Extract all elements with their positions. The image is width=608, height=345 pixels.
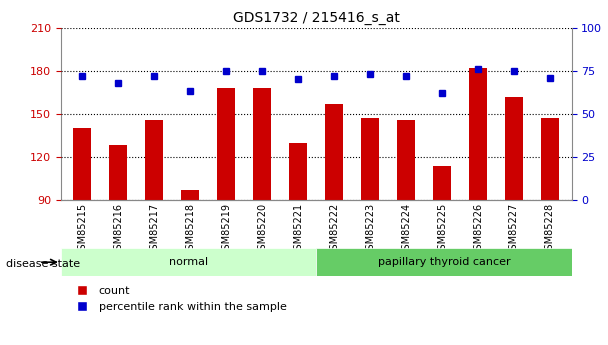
- Bar: [505, 97, 523, 200]
- Text: GSM85224: GSM85224: [401, 203, 411, 256]
- Text: disease state: disease state: [6, 259, 80, 269]
- Bar: [325, 104, 343, 200]
- Text: GSM85227: GSM85227: [509, 203, 519, 256]
- Bar: [181, 190, 199, 200]
- Text: GSM85221: GSM85221: [293, 203, 303, 256]
- Text: GSM85218: GSM85218: [185, 203, 195, 256]
- Bar: [74, 128, 91, 200]
- Text: normal: normal: [169, 257, 208, 267]
- Bar: [397, 120, 415, 200]
- Text: GSM85216: GSM85216: [113, 203, 123, 256]
- Legend: count, percentile rank within the sample: count, percentile rank within the sample: [66, 282, 291, 316]
- Bar: [541, 118, 559, 200]
- Text: GSM85217: GSM85217: [150, 203, 159, 256]
- Bar: [217, 88, 235, 200]
- Bar: [433, 166, 451, 200]
- Text: GSM85220: GSM85220: [257, 203, 267, 256]
- Text: GSM85228: GSM85228: [545, 203, 555, 256]
- Title: GDS1732 / 215416_s_at: GDS1732 / 215416_s_at: [233, 11, 399, 25]
- Bar: [145, 120, 164, 200]
- Text: GSM85215: GSM85215: [77, 203, 88, 256]
- Bar: [361, 118, 379, 200]
- Text: GSM85226: GSM85226: [473, 203, 483, 256]
- Bar: [253, 88, 271, 200]
- Text: papillary thyroid cancer: papillary thyroid cancer: [378, 257, 510, 267]
- FancyBboxPatch shape: [61, 248, 316, 276]
- FancyBboxPatch shape: [316, 248, 572, 276]
- Bar: [289, 142, 307, 200]
- Text: GSM85219: GSM85219: [221, 203, 231, 256]
- Bar: [109, 146, 127, 200]
- Text: GSM85225: GSM85225: [437, 203, 447, 256]
- Bar: [469, 68, 487, 200]
- Text: GSM85222: GSM85222: [329, 203, 339, 256]
- Text: GSM85223: GSM85223: [365, 203, 375, 256]
